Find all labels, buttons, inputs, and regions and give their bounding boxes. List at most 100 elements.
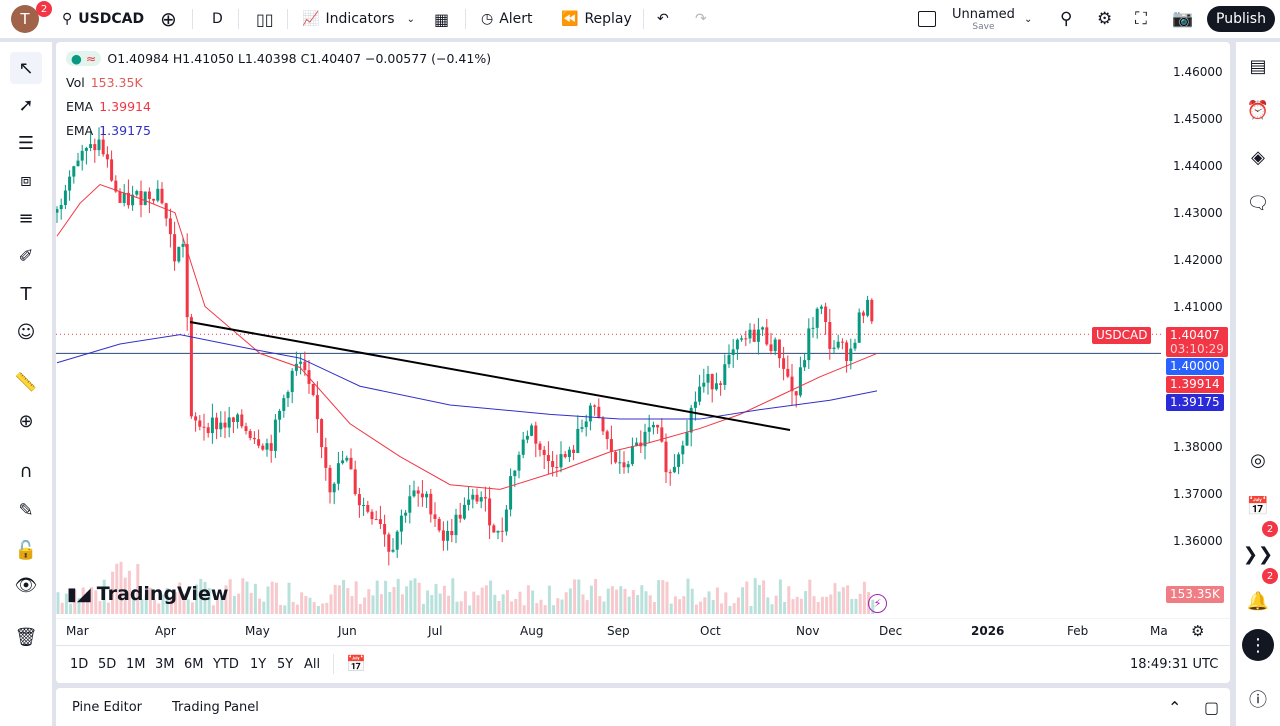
- range-1y[interactable]: 1Y: [250, 657, 267, 672]
- indicators-button[interactable]: 📈 Indicators ⌄: [302, 0, 415, 38]
- replay-button[interactable]: ⏪ Replay: [561, 0, 632, 38]
- volume-bar: [199, 578, 203, 614]
- vol-value: 153.35K: [90, 75, 143, 90]
- remove-drawings-tool[interactable]: 🗑: [10, 621, 42, 653]
- undo-button[interactable]: ↶: [657, 0, 669, 38]
- volume-bar: [312, 602, 316, 614]
- fullscreen-button[interactable]: ⛶: [1135, 0, 1147, 38]
- lock-drawings-tool[interactable]: 🔓: [10, 534, 42, 566]
- tab-pine-editor[interactable]: Pine Editor: [72, 699, 143, 715]
- help-button[interactable]: ⓘ: [1244, 685, 1272, 713]
- volume-bar: [388, 592, 392, 614]
- candle-body: [504, 509, 508, 532]
- axis-settings-button[interactable]: ⚙: [1191, 622, 1204, 640]
- screenshot-button[interactable]: 📷: [1172, 0, 1193, 38]
- settings-button[interactable]: ⚙: [1097, 0, 1112, 38]
- chart-panel[interactable]: ● ≈ O1.40984 H1.41050 L1.40398 C1.40407 −…: [56, 42, 1230, 683]
- layout-name-button[interactable]: Unnamed Save: [952, 0, 1015, 38]
- trendline-tool[interactable]: ➚: [10, 89, 42, 121]
- volume-bar: [791, 599, 795, 614]
- publish-button[interactable]: Publish: [1207, 6, 1275, 32]
- volume-bar: [182, 593, 186, 614]
- ema-fast-label: EMA: [66, 99, 94, 114]
- text-tool[interactable]: T: [10, 278, 42, 310]
- apps-button[interactable]: ⋮⋮⋮: [1231, 629, 1280, 661]
- volume-bar: [501, 594, 505, 614]
- volume-bar: [136, 563, 140, 614]
- emoji-tool[interactable]: ☺: [10, 316, 42, 348]
- volume-bar: [455, 601, 459, 614]
- time-tick: Jul: [428, 624, 443, 638]
- target-button[interactable]: ◎: [1244, 446, 1272, 474]
- volume-bar: [245, 581, 249, 614]
- ohlc-legend: ● ≈ O1.40984 H1.41050 L1.40398 C1.40407 −…: [66, 51, 491, 66]
- range-5d[interactable]: 5D: [98, 657, 117, 672]
- alert-button[interactable]: ◷ Alert: [481, 0, 533, 38]
- time-axis[interactable]: [56, 618, 1230, 645]
- volume-bar: [724, 592, 728, 614]
- stay-drawing-tool[interactable]: ✎: [10, 494, 42, 526]
- templates-button[interactable]: ▦: [434, 0, 449, 38]
- ideas-stream-button[interactable]: ❯❯: [1243, 540, 1273, 568]
- maximize-panel-button[interactable]: ▢: [1204, 698, 1219, 717]
- grid-icon: ▦: [434, 9, 450, 29]
- zoom-tool[interactable]: ⊕: [10, 405, 42, 437]
- candle-body: [273, 419, 277, 451]
- compare-symbol-button[interactable]: ⊕: [160, 0, 177, 38]
- price-chart[interactable]: [56, 42, 1230, 683]
- tradingview-logo[interactable]: ▮◢ TradingView: [67, 583, 228, 605]
- notifications-button[interactable]: 🔔: [1244, 587, 1272, 615]
- lightning-icon[interactable]: ⚡: [868, 594, 887, 613]
- volume-bar: [631, 590, 635, 614]
- layout-menu-chevron[interactable]: ⌄: [1024, 0, 1032, 38]
- alerts-button[interactable]: ⏰: [1244, 96, 1272, 124]
- range-1m[interactable]: 1M: [126, 657, 146, 672]
- chat-button[interactable]: 🗨: [1244, 189, 1272, 217]
- collapse-panel-button[interactable]: ⌃: [1168, 698, 1181, 717]
- range-ytd[interactable]: YTD: [213, 657, 239, 672]
- hide-drawings-tool[interactable]: 👁: [10, 569, 42, 601]
- volume-bar: [106, 602, 110, 614]
- time-tick: Sep: [607, 624, 630, 638]
- cursor-tool[interactable]: ↖: [10, 52, 42, 84]
- magnet-tool[interactable]: ∩: [10, 455, 42, 487]
- range-all[interactable]: All: [304, 657, 321, 672]
- volume-bar: [203, 581, 207, 614]
- tab-trading-panel[interactable]: Trading Panel: [172, 699, 259, 715]
- calendar-button[interactable]: 📅: [1244, 492, 1272, 520]
- symbol-search-button[interactable]: ⚲ USDCAD: [62, 0, 144, 38]
- range-3m[interactable]: 3M: [155, 657, 175, 672]
- range-1d[interactable]: 1D: [70, 657, 89, 672]
- candle-body: [63, 190, 67, 205]
- goto-date-button[interactable]: 📅: [346, 654, 366, 673]
- volume-bar: [451, 578, 455, 614]
- quick-search-button[interactable]: ⚲: [1060, 0, 1072, 38]
- chart-type-button[interactable]: ▯▯: [256, 0, 274, 38]
- horizontal-lines-tool[interactable]: ☰: [10, 127, 42, 159]
- volume-bar: [405, 586, 409, 614]
- gear-icon: ⚙: [1097, 9, 1113, 29]
- fib-tool[interactable]: ≡: [10, 202, 42, 234]
- pattern-tool[interactable]: ⧈: [10, 164, 42, 196]
- volume-bar: [526, 585, 530, 614]
- candle-body: [173, 234, 177, 262]
- layout-square-icon: [918, 11, 936, 27]
- chevron-up-icon: ⌃: [1168, 697, 1182, 717]
- interval-button[interactable]: D: [212, 11, 223, 27]
- volume-bar: [77, 598, 81, 614]
- measure-tool[interactable]: 📏: [10, 366, 42, 398]
- brush-tool[interactable]: ✐: [10, 240, 42, 272]
- volume-bar: [232, 595, 236, 614]
- candle-body: [143, 191, 147, 206]
- range-6m[interactable]: 6M: [184, 657, 204, 672]
- watchlist-button[interactable]: ▤: [1244, 52, 1272, 80]
- candle-body: [345, 457, 349, 461]
- redo-button[interactable]: ↷: [695, 0, 707, 38]
- range-5y[interactable]: 5Y: [277, 657, 294, 672]
- user-avatar[interactable]: T: [11, 5, 39, 33]
- volume-bar: [426, 590, 430, 614]
- utc-clock[interactable]: 18:49:31 UTC: [1130, 657, 1219, 672]
- volume-bar: [447, 595, 451, 614]
- layout-button[interactable]: [918, 0, 936, 38]
- layers-button[interactable]: ◈: [1244, 143, 1272, 171]
